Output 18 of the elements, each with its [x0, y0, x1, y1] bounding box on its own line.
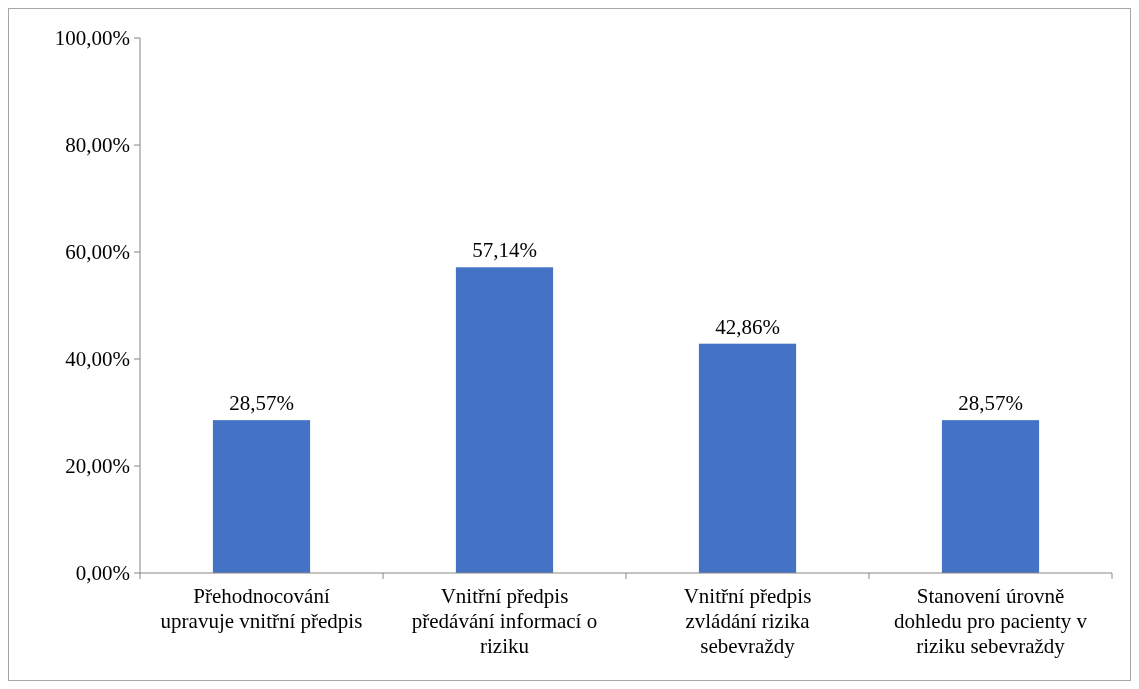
y-tick-label: 60,00%: [65, 240, 130, 265]
data-label: 42,86%: [715, 314, 780, 339]
bar: [212, 420, 311, 573]
data-label: 28,57%: [229, 391, 294, 416]
x-tick-label: Vnitřní předpis předávání informací o riziku: [411, 584, 598, 658]
y-tick-label: 0,00%: [75, 561, 130, 586]
x-tick-label: Vnitřní předpis zvládání rizika sebevraždy: [683, 584, 812, 658]
y-tick-label: 100,00%: [54, 26, 130, 51]
bar: [941, 420, 1040, 573]
y-tick-label: 20,00%: [65, 454, 130, 479]
data-label: 57,14%: [472, 238, 537, 263]
bar: [698, 343, 797, 573]
x-tick-label: Přehodnocování upravuje vnitřní předpis: [160, 584, 363, 633]
bar: [455, 267, 554, 573]
y-tick-label: 80,00%: [65, 133, 130, 158]
y-tick-label: 40,00%: [65, 347, 130, 372]
x-tick-label: Stanovení úrovně dohledu pro pacienty v riziku sebevraždy: [893, 584, 1088, 658]
data-label: 28,57%: [958, 391, 1023, 416]
